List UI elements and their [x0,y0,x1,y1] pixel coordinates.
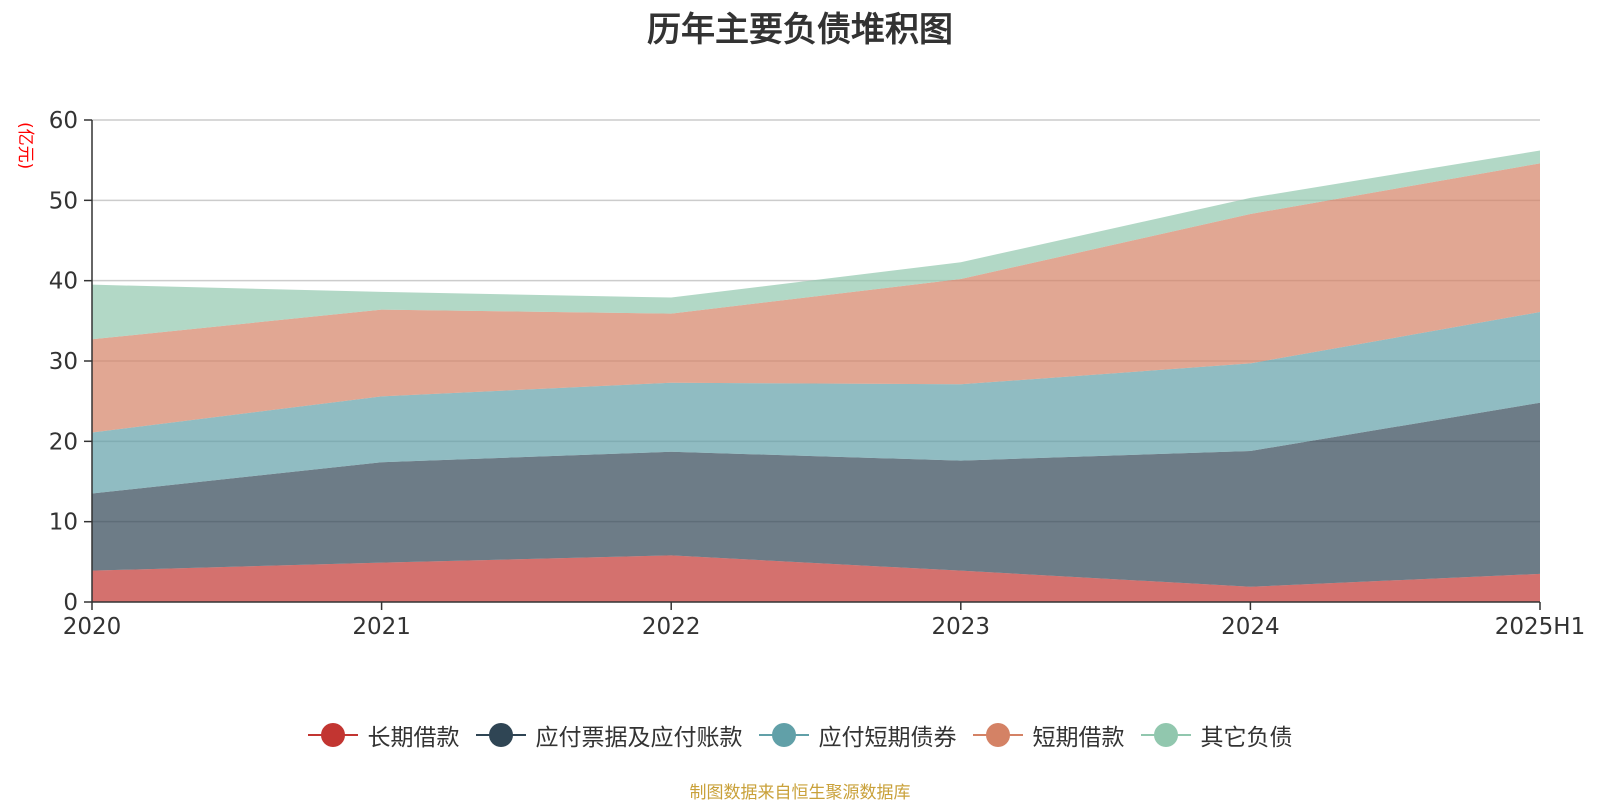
x-tick-labels: 2020 2021 2022 2023 2024 2025H1 [63,614,1586,640]
legend-label: 应付票据及应付账款 [535,725,743,751]
legend-label: 其它负债 [1200,725,1293,751]
legend-item[interactable]: 应付短期债券 [758,718,957,752]
x-tick-label: 2025H1 [1495,614,1585,640]
area-series-3 [92,163,1540,433]
legend-swatch [758,723,809,747]
legend-swatch [1140,723,1191,747]
chart-title: 历年主要负债堆积图 [647,10,953,50]
legend-item[interactable]: 长期借款 [307,718,460,752]
legend-swatch [972,723,1023,747]
x-tick-label: 2022 [642,614,701,640]
area-series-2 [92,311,1540,494]
legend-label: 应付短期债券 [818,725,957,751]
axes [84,119,1541,610]
y-tick-labels: 0 10 20 30 40 50 60 [49,108,78,616]
area-series-4 [92,150,1540,340]
source-note: 制图数据来自恒生聚源数据库 [689,783,911,803]
x-tick-label: 2020 [63,614,122,640]
legend-swatch [475,723,526,747]
area-series-0 [92,555,1540,602]
x-tick-label: 2021 [352,614,411,640]
y-tick-label: 20 [49,429,78,455]
legend-item[interactable]: 短期借款 [972,718,1125,752]
stacked-area-chart: 0 10 20 30 40 50 60 2020 2021 2022 2023 2024 2025H1 [49,108,1586,640]
legend: 长期借款 应付票据及应付账款 应付短期债券 短期借款 其它负债 [0,718,1600,752]
y-tick-label: 40 [49,269,78,295]
x-tick-label: 2023 [932,614,991,640]
y-tick-label: 60 [49,108,78,134]
y-tick-label: 10 [49,510,78,536]
legend-item[interactable]: 其它负债 [1140,718,1293,752]
legend-label: 长期借款 [367,725,460,751]
y-tick-label: 30 [49,349,78,375]
legend-swatch [307,723,358,747]
area-series [92,150,1540,602]
x-tick-label: 2024 [1221,614,1280,640]
legend-item[interactable]: 应付票据及应付账款 [475,718,743,752]
y-tick-label: 0 [63,590,78,616]
legend-label: 短期借款 [1032,725,1125,751]
y-tick-label: 50 [49,188,78,214]
area-series-1 [92,402,1540,587]
